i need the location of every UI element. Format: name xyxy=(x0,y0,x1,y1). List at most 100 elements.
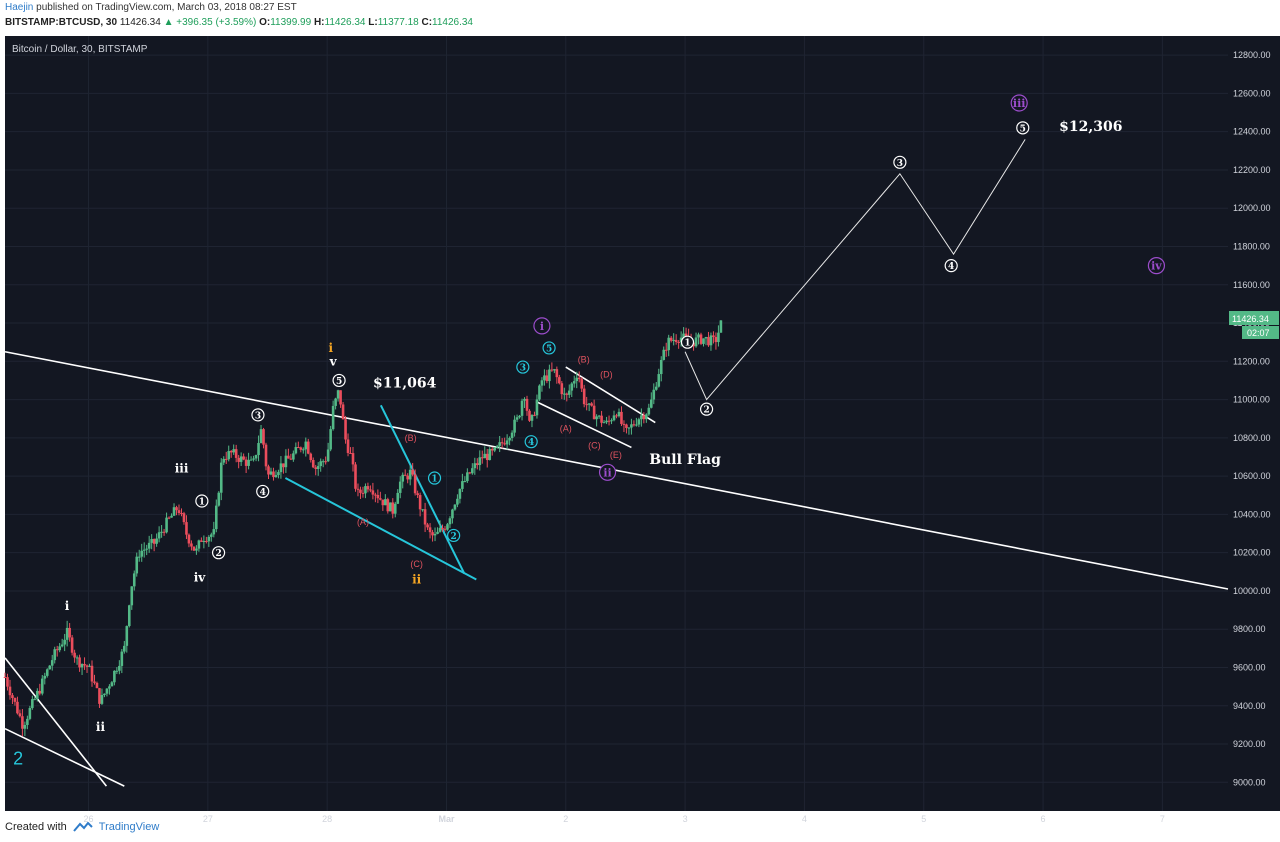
tradingview-link[interactable]: TradingView xyxy=(98,821,160,833)
candle-body xyxy=(384,499,387,506)
candle-body xyxy=(597,415,601,417)
candle-body xyxy=(279,463,283,473)
candle-body xyxy=(577,377,581,380)
candle-body xyxy=(555,369,559,378)
candle-body xyxy=(520,400,524,416)
wave-label: 2 xyxy=(450,532,456,542)
author-link[interactable]: Haejin xyxy=(5,2,34,13)
candle-body xyxy=(548,369,551,382)
candle-body xyxy=(187,534,191,544)
candle-body xyxy=(33,698,37,700)
candle-body xyxy=(297,447,300,449)
time-axis[interactable]: 26 27 28 Mar 2 3 4 5 6 7 xyxy=(84,814,1165,824)
candle-body xyxy=(401,474,405,482)
wave-label: 4 xyxy=(948,262,954,272)
candle-body xyxy=(694,337,698,347)
created-with-label: Created with xyxy=(5,821,67,833)
candle-body xyxy=(259,429,263,444)
candle-body xyxy=(664,349,668,351)
candle-body xyxy=(98,688,101,704)
close-label: C: xyxy=(421,17,433,28)
close-value: 11426.34 xyxy=(432,17,473,28)
time-tick-label: 5 xyxy=(921,814,926,824)
candle-body xyxy=(525,398,529,411)
candle-body xyxy=(433,533,437,536)
candle-body xyxy=(612,415,616,421)
candle-body xyxy=(580,379,583,389)
candle-body xyxy=(518,415,521,418)
wave-label: iii xyxy=(175,461,189,475)
candle-body xyxy=(123,645,126,652)
trendline xyxy=(284,477,477,581)
candle-body xyxy=(426,524,429,528)
candle-body xyxy=(150,539,153,543)
price-tick-label: 9000.00 xyxy=(1233,777,1266,787)
ohlc-line: BITSTAMP:BTCUSD, 30 11426.34 ▲ +396.35 (… xyxy=(5,17,473,28)
wave-label: v xyxy=(329,354,338,368)
candle-body xyxy=(21,716,24,729)
price-tick-label: 9400.00 xyxy=(1233,701,1266,711)
candle-body xyxy=(113,670,116,683)
trendline xyxy=(4,657,108,787)
wave-label: 2 xyxy=(13,748,23,768)
candle-body xyxy=(538,385,541,400)
candle-body xyxy=(647,407,651,415)
candle-body xyxy=(205,540,208,542)
candle-body xyxy=(217,492,221,506)
trendline xyxy=(565,366,656,424)
candle-body xyxy=(587,403,591,405)
candle-body xyxy=(212,529,216,535)
candle-body xyxy=(120,651,124,666)
candle-body xyxy=(438,527,442,532)
wave-label: iv xyxy=(1151,260,1162,273)
candle-body xyxy=(227,451,231,460)
time-tick-label: 7 xyxy=(1160,814,1165,824)
candle-body xyxy=(219,462,223,493)
candle-body xyxy=(475,463,479,466)
candle-body xyxy=(85,665,89,667)
candle-body xyxy=(635,424,638,426)
candle-body xyxy=(11,695,14,699)
candle-body xyxy=(682,333,685,338)
candle-body xyxy=(617,411,621,417)
candle-body xyxy=(560,383,564,395)
candle-body xyxy=(172,507,176,516)
candle-body xyxy=(73,652,76,658)
candle-body xyxy=(562,393,566,395)
candle-body xyxy=(137,556,141,558)
candle-body xyxy=(505,440,509,445)
candle-body xyxy=(192,546,196,551)
candle-body xyxy=(558,377,561,384)
candle-body xyxy=(453,504,457,510)
price-tick-label: 12800.00 xyxy=(1233,50,1271,60)
candle-body xyxy=(50,660,54,666)
candle-body xyxy=(386,499,390,512)
candle-body xyxy=(530,414,534,421)
candle-body xyxy=(567,390,571,395)
candle-body xyxy=(264,444,268,467)
candle-body xyxy=(500,442,504,444)
candle-body xyxy=(448,518,452,525)
candle-body xyxy=(396,492,400,504)
candle-body xyxy=(431,532,434,536)
price-axis[interactable]: 9000.00 9200.00 9400.00 9600.00 9800.00 10000… xyxy=(1233,50,1271,787)
candle-body xyxy=(160,531,163,533)
candle-body xyxy=(118,665,121,671)
candle-body xyxy=(316,466,320,469)
candle-body xyxy=(175,507,178,511)
open-value: 11399.99 xyxy=(270,17,312,28)
wave-label-circle xyxy=(524,435,538,449)
candle-body xyxy=(70,637,74,653)
candle-body xyxy=(592,405,596,420)
candle-body xyxy=(488,449,492,461)
candle-body xyxy=(421,509,424,511)
candle-body xyxy=(38,690,42,694)
time-tick-label: Mar xyxy=(438,814,455,824)
last-price-tag: 11426.34 02:07 xyxy=(1229,310,1279,339)
candle-body xyxy=(162,531,166,533)
wave-label-circle xyxy=(533,317,551,335)
wave-label-circle xyxy=(1010,94,1028,112)
price-tick-label: 11200.00 xyxy=(1233,356,1270,366)
projection-path xyxy=(684,139,1026,401)
